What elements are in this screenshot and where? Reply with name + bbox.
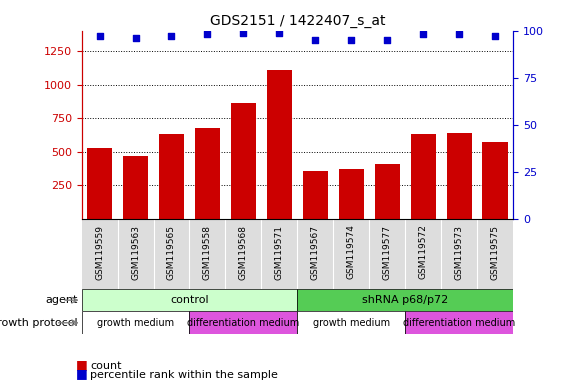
Text: agent: agent: [45, 295, 78, 305]
Bar: [303, 170, 328, 219]
Bar: [410, 134, 436, 219]
Point: [95, 33, 104, 40]
Text: GSM119563: GSM119563: [131, 225, 140, 280]
Title: GDS2151 / 1422407_s_at: GDS2151 / 1422407_s_at: [209, 14, 385, 28]
Text: GSM119573: GSM119573: [455, 225, 463, 280]
Text: shRNA p68/p72: shRNA p68/p72: [362, 295, 448, 305]
Text: GSM119574: GSM119574: [347, 225, 356, 280]
Bar: [231, 103, 256, 219]
Text: GSM119568: GSM119568: [239, 225, 248, 280]
Text: control: control: [170, 295, 209, 305]
Point: [167, 33, 176, 40]
Text: differentiation medium: differentiation medium: [187, 318, 300, 328]
Bar: [375, 164, 400, 219]
Text: growth medium: growth medium: [97, 318, 174, 328]
Point: [382, 37, 392, 43]
Text: GSM119572: GSM119572: [419, 225, 428, 280]
Text: percentile rank within the sample: percentile rank within the sample: [90, 370, 278, 380]
Text: GSM119567: GSM119567: [311, 225, 320, 280]
Bar: [447, 133, 472, 219]
Point: [346, 37, 356, 43]
Bar: [195, 127, 220, 219]
Text: differentiation medium: differentiation medium: [403, 318, 515, 328]
Text: GSM119571: GSM119571: [275, 225, 284, 280]
Point: [454, 31, 463, 38]
Bar: [267, 70, 292, 219]
Bar: [339, 169, 364, 219]
Bar: [87, 148, 112, 219]
Bar: [189, 311, 297, 334]
Point: [419, 31, 428, 38]
Text: GSM119565: GSM119565: [167, 225, 176, 280]
Bar: [159, 134, 184, 219]
Text: GSM119575: GSM119575: [490, 225, 500, 280]
Text: GSM119558: GSM119558: [203, 225, 212, 280]
Text: count: count: [90, 361, 122, 371]
Point: [131, 35, 140, 41]
Point: [238, 30, 248, 36]
Text: growth medium: growth medium: [312, 318, 390, 328]
Bar: [297, 289, 513, 311]
Bar: [483, 142, 508, 219]
Point: [311, 37, 320, 43]
Bar: [123, 156, 148, 219]
Text: ■: ■: [76, 367, 87, 380]
Point: [203, 31, 212, 38]
Bar: [82, 289, 297, 311]
Text: ■: ■: [76, 358, 87, 371]
Point: [275, 30, 284, 36]
Bar: [405, 311, 513, 334]
Text: growth protocol: growth protocol: [0, 318, 78, 328]
Bar: [297, 311, 405, 334]
Point: [490, 33, 500, 40]
Text: GSM119577: GSM119577: [382, 225, 392, 280]
Text: GSM119559: GSM119559: [95, 225, 104, 280]
Bar: [82, 311, 189, 334]
